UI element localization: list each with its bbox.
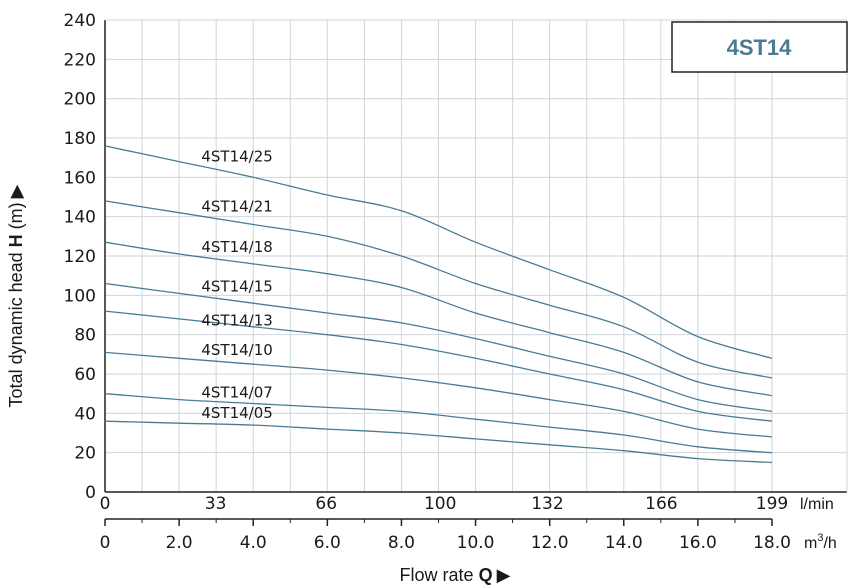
x-tick-label-m3h: 14.0 — [605, 533, 643, 553]
title-box: 4ST14 — [671, 21, 848, 73]
curve-label: 4ST14/13 — [201, 311, 272, 329]
curve-label: 4ST14/15 — [201, 277, 272, 295]
curve-4st14-13 — [104, 310, 773, 422]
curve-label: 4ST14/21 — [201, 197, 272, 215]
y-tick-label: 240 — [64, 11, 96, 31]
x-tick-label-lmin: 66 — [315, 494, 337, 514]
x-tick-label-m3h: 8.0 — [388, 533, 415, 553]
x-axis-title: Flow rate Q ▶ — [400, 565, 511, 585]
y-tick-label: 180 — [64, 129, 96, 149]
x-unit-lmin: l/min — [800, 496, 834, 513]
x-tick-label-m3h: 12.0 — [531, 533, 569, 553]
x-tick-label-m3h: 10.0 — [457, 533, 495, 553]
chart-title: 4ST14 — [727, 35, 793, 60]
y-axis-title: Total dynamic head H (m)▶ — [6, 184, 26, 407]
x-tick-label-m3h: 18.0 — [753, 533, 791, 553]
x-tick-label-lmin: 132 — [531, 494, 563, 514]
curve-4st14-21 — [104, 200, 773, 379]
y-tick-label: 0 — [85, 483, 96, 503]
y-tick-label: 160 — [64, 168, 96, 188]
y-tick-label: 60 — [74, 365, 96, 385]
curve-4st14-07 — [104, 393, 773, 454]
x-tick-label-lmin: 100 — [424, 494, 456, 514]
x-tick-label-m3h: 6.0 — [314, 533, 341, 553]
curve-label: 4ST14/05 — [201, 404, 272, 422]
curve-4st14-05 — [104, 420, 773, 464]
y-tick-label: 40 — [74, 404, 96, 424]
curve-labels: 4ST14/25 4ST14/21 4ST14/18 4ST14/15 4ST14/13… — [201, 147, 272, 421]
y-tick-label: 200 — [64, 90, 96, 110]
curve-4st14-10 — [104, 351, 773, 438]
y-tick-label: 100 — [64, 286, 96, 306]
curve-label: 4ST14/10 — [201, 341, 272, 359]
x-tick-label-lmin: 199 — [756, 494, 788, 514]
x-tick-label-m3h: 0 — [100, 533, 111, 553]
x-tick-label-lmin: 166 — [645, 494, 677, 514]
y-tick-label: 140 — [64, 208, 96, 228]
axes: 0 20 40 60 80 100 120 140 160 180 200 220 240 0 33 66 10… — [64, 11, 848, 553]
curve-label: 4ST14/07 — [201, 384, 272, 402]
performance-curves — [104, 145, 773, 464]
x-tick-label-m3h: 16.0 — [679, 533, 717, 553]
y-tick-label: 120 — [64, 247, 96, 267]
curve-label: 4ST14/18 — [201, 238, 272, 256]
curve-label: 4ST14/25 — [201, 147, 272, 165]
curve-4st14-15 — [104, 282, 773, 413]
x-tick-label-lmin: 33 — [205, 494, 227, 514]
x-unit-m3h: m3/h — [804, 532, 837, 552]
y-tick-label: 220 — [64, 50, 96, 70]
x-tick-label-lmin: 0 — [100, 494, 111, 514]
y-tick-label: 20 — [74, 444, 96, 464]
y-tick-label: 80 — [74, 326, 96, 346]
x-tick-label-m3h: 4.0 — [240, 533, 267, 553]
curve-4st14-18 — [104, 241, 773, 397]
x-tick-label-m3h: 2.0 — [166, 533, 193, 553]
curve-4st14-25 — [104, 145, 773, 359]
